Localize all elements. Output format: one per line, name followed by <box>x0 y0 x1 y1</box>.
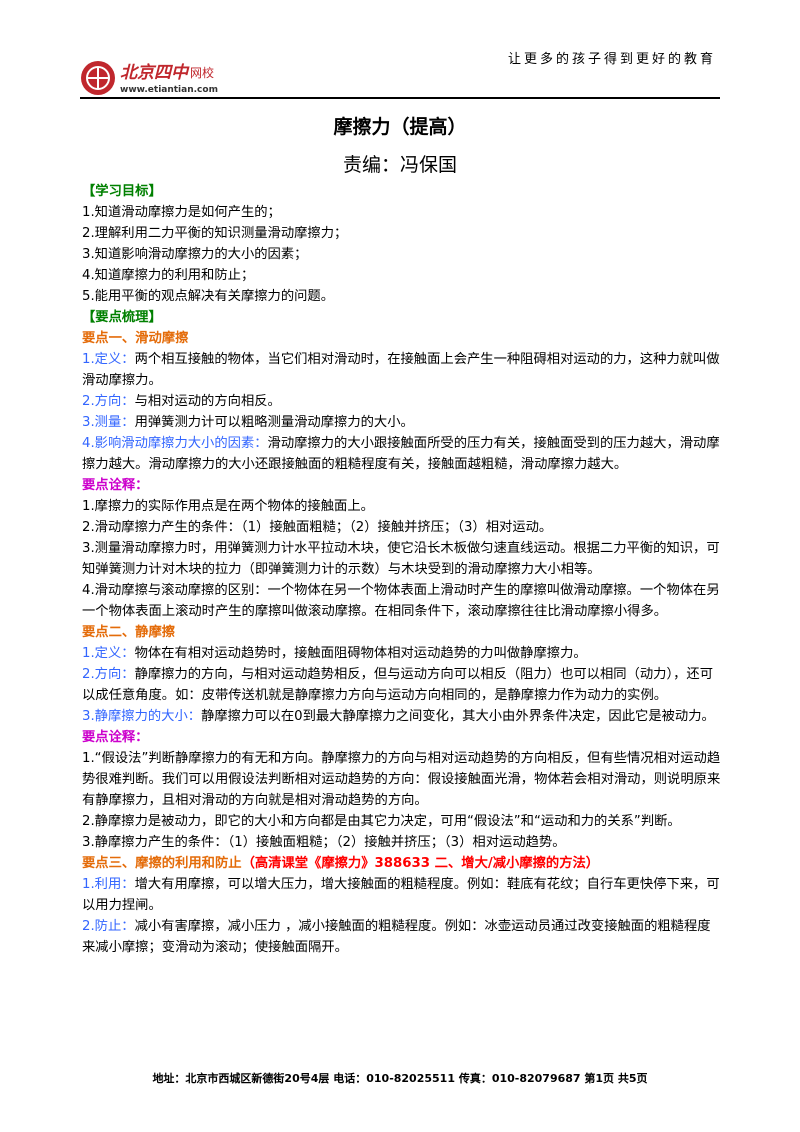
paragraph: 3.静摩擦力产生的条件：（1）接触面粗糙；（2）接触并挤压；（3）相对运动趋势。 <box>82 832 722 853</box>
paragraph: 2.静摩擦力是被动力，即它的大小和方向都是由其它力决定，可用“假设法”和“运动和… <box>82 811 722 832</box>
paragraph: 【要点梳理】 <box>82 307 722 328</box>
footer: 地址：北京市西城区新德街20号4层 电话：010-82025511 传真：010… <box>152 1072 648 1085</box>
text-run: （高清课堂《摩擦力》388633 二、增大/减小摩擦的方法） <box>241 856 600 871</box>
text-run: 4.滑动摩擦与滚动摩擦的区别：一个物体在另一个物体表面上滑动时产生的摩擦叫做滑动… <box>82 583 720 619</box>
text-run: 减小有害摩擦，减小压力 ，减小接触面的粗糙程度。例如：冰壶运动员通过改变接触面的… <box>82 919 711 955</box>
text-run: 要点一、滑动摩擦 <box>82 331 189 346</box>
text-run: 3.知道影响滑动摩擦力的大小的因素； <box>82 247 308 262</box>
paragraph: 4.影响滑动摩擦力大小的因素：滑动摩擦力的大小跟接触面所受的压力有关，接触面受到… <box>82 433 722 475</box>
text-run: 要点诠释： <box>82 478 149 493</box>
text-run: 要点二、静摩擦 <box>82 625 176 640</box>
paragraph: 1.知道滑动摩擦力是如何产生的； <box>82 202 722 223</box>
text-run: 1.摩擦力的实际作用点是在两个物体的接触面上。 <box>82 499 374 514</box>
paragraph: 4.滑动摩擦与滚动摩擦的区别：一个物体在另一个物体表面上滑动时产生的摩擦叫做滑动… <box>82 580 722 622</box>
paragraph: 2.滑动摩擦力产生的条件：（1）接触面粗糙；（2）接触并挤压；（3）相对运动。 <box>82 517 722 538</box>
text-run: 【学习目标】 <box>82 184 162 199</box>
paragraph: 要点诠释： <box>82 475 722 496</box>
text-run: 静摩擦力可以在0到最大静摩擦力之间变化，其大小由外界条件决定，因此它是被动力。 <box>201 709 715 724</box>
text-run: 1.知道滑动摩擦力是如何产生的； <box>82 205 281 220</box>
text-run: 要点三、摩擦的利用和防止 <box>82 856 242 871</box>
paragraph: 2.理解利用二力平衡的知识测量滑动摩擦力； <box>82 223 722 244</box>
paragraph: 【学习目标】 <box>82 181 722 202</box>
text-run: 与相对运动的方向相反。 <box>134 394 281 409</box>
text-run: 静摩擦力的方向，与相对运动趋势相反，但与运动方向可以相反（阻力）也可以相同（动力… <box>82 667 713 703</box>
text-run: 【要点梳理】 <box>82 310 162 325</box>
paragraph: 1.“假设法”判断静摩擦力的有无和方向。静摩擦力的方向与相对运动趋势的方向相反，… <box>82 748 722 811</box>
text-run: 滑动摩擦力的大小跟接触面所受的压力有关，接触面受到的压力越大，滑动摩擦力越大。滑… <box>82 436 720 472</box>
paragraph: 5.能用平衡的观点解决有关摩擦力的问题。 <box>82 286 722 307</box>
text-run: 1.定义： <box>82 352 135 367</box>
paragraph: 1.摩擦力的实际作用点是在两个物体的接触面上。 <box>82 496 722 517</box>
paragraph: 1.利用：增大有用摩擦，可以增大压力，增大接触面的粗糙程度。例如：鞋底有花纹；自… <box>82 874 722 916</box>
text-run: 2.防止： <box>82 919 135 934</box>
header-rule <box>80 97 720 99</box>
paragraph: 要点二、静摩擦 <box>82 622 722 643</box>
text-run: 两个相互接触的物体，当它们相对滑动时，在接触面上会产生一种阻碍相对运动的力，这种… <box>82 352 720 388</box>
logo-sub: 网校 <box>190 65 214 80</box>
text-run: 3.静摩擦力的大小： <box>82 709 202 724</box>
paragraph: 1.定义：物体在有相对运动趋势时，接触面阻碍物体相对运动趋势的力叫做静摩擦力。 <box>82 643 722 664</box>
text-run: 2.理解利用二力平衡的知识测量滑动摩擦力； <box>82 226 348 241</box>
logo-name: 北京四中 <box>120 63 190 83</box>
content: 【学习目标】 1.知道滑动摩擦力是如何产生的； 2.理解利用二力平衡的知识测量滑动摩… <box>82 181 722 958</box>
text-run: 4.知道摩擦力的利用和防止； <box>82 268 255 283</box>
paragraph: 3.静摩擦力的大小：静摩擦力可以在0到最大静摩擦力之间变化，其大小由外界条件决定… <box>82 706 722 727</box>
logo-url: www.etiantian.com <box>120 85 218 95</box>
paragraph: 2.方向：静摩擦力的方向，与相对运动趋势相反，但与运动方向可以相反（阻力）也可以… <box>82 664 722 706</box>
text-run: 5.能用平衡的观点解决有关摩擦力的问题。 <box>82 289 335 304</box>
text-run: 要点诠释： <box>82 730 149 745</box>
text-run: 1.定义： <box>82 646 135 661</box>
paragraph: 要点诠释： <box>82 727 722 748</box>
paragraph: 3.测量滑动摩擦力时，用弹簧测力计水平拉动木块，使它沿长木板做匀速直线运动。根据… <box>82 538 722 580</box>
text-run: 3.测量滑动摩擦力时，用弹簧测力计水平拉动木块，使它沿长木板做匀速直线运动。根据… <box>82 541 720 577</box>
paragraph: 1.定义：两个相互接触的物体，当它们相对滑动时，在接触面上会产生一种阻碍相对运动… <box>82 349 722 391</box>
title: 摩擦力（提高） <box>333 116 467 138</box>
text-run: 4.影响滑动摩擦力大小的因素： <box>82 436 268 451</box>
slogan: 让更多的孩子得到更好的教育 <box>507 52 716 67</box>
paragraph: 2.防止：减小有害摩擦，减小压力 ，减小接触面的粗糙程度。例如：冰壶运动员通过改… <box>82 916 722 958</box>
text-run: 3.静摩擦力产生的条件：（1）接触面粗糙；（2）接触并挤压；（3）相对运动趋势。 <box>82 835 566 850</box>
text-run: 3.测量： <box>82 415 135 430</box>
text-run: 2.滑动摩擦力产生的条件：（1）接触面粗糙；（2）接触并挤压；（3）相对运动。 <box>82 520 553 535</box>
text-run: 1.利用： <box>82 877 135 892</box>
logo: 北京四中 网校 www.etiantian.com <box>81 61 218 95</box>
paragraph: 2.方向：与相对运动的方向相反。 <box>82 391 722 412</box>
text-run: 增大有用摩擦，可以增大压力，增大接触面的粗糙程度。例如：鞋底有花纹；自行车更快停… <box>82 877 720 913</box>
paragraph: 要点一、滑动摩擦 <box>82 328 722 349</box>
paragraph: 要点三、摩擦的利用和防止（高清课堂《摩擦力》388633 二、增大/减小摩擦的方… <box>82 853 722 874</box>
text-run: 2.静摩擦力是被动力，即它的大小和方向都是由其它力决定，可用“假设法”和“运动和… <box>82 814 681 829</box>
paragraph: 3.知道影响滑动摩擦力的大小的因素； <box>82 244 722 265</box>
text-run: 用弹簧测力计可以粗略测量滑动摩擦力的大小。 <box>134 415 414 430</box>
paragraph: 4.知道摩擦力的利用和防止； <box>82 265 722 286</box>
text-run: 2.方向： <box>82 667 135 682</box>
text-run: 1.“假设法”判断静摩擦力的有无和方向。静摩擦力的方向与相对运动趋势的方向相反，… <box>82 751 721 808</box>
paragraph: 3.测量：用弹簧测力计可以粗略测量滑动摩擦力的大小。 <box>82 412 722 433</box>
editor: 责编：冯保国 <box>342 154 457 176</box>
text-run: 2.方向： <box>82 394 135 409</box>
text-run: 物体在有相对运动趋势时，接触面阻碍物体相对运动趋势的力叫做静摩擦力。 <box>134 646 587 661</box>
